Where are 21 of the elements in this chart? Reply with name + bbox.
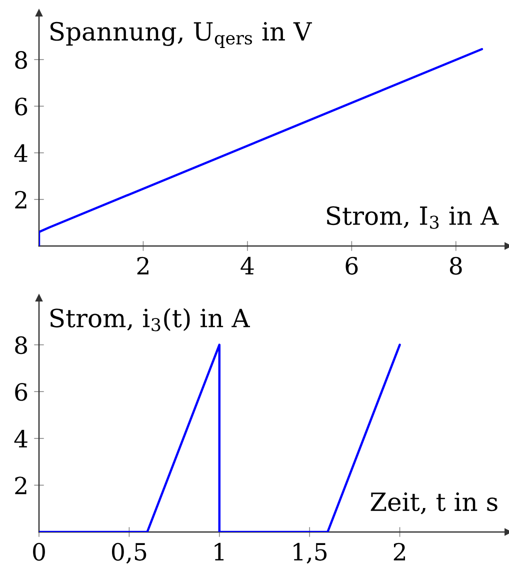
- x-tick-label: 2: [394, 542, 405, 560]
- x-tick-label: 2: [137, 256, 148, 274]
- y-axis-title: Spannung, U$_{qers}$ in V: [50, 22, 312, 48]
- x-tick-label: 6: [346, 256, 358, 275]
- x-tick-label: 1,5: [294, 542, 327, 564]
- x-axis-title: Strom, I$_{3}$ in A: [326, 206, 499, 229]
- x-axis-title: Zeit, t in s: [370, 492, 498, 514]
- y-tick-label: 8: [15, 336, 27, 354]
- x-tick-label: 8: [450, 256, 462, 275]
- x-tick-label: 1: [214, 542, 224, 560]
- y-axis-title: Strom, i$_{3}$(t) in A: [50, 308, 250, 332]
- y-tick-label: 6: [15, 383, 28, 401]
- x-tick-label: 0: [33, 542, 45, 561]
- y-tick-label: 4: [14, 144, 28, 162]
- y-tick-label: 6: [15, 98, 28, 116]
- y-tick-label: 2: [15, 476, 26, 494]
- y-tick-label: 4: [14, 430, 28, 448]
- x-tick-label: 4: [240, 256, 254, 274]
- x-tick-label: 0,5: [112, 542, 146, 564]
- y-tick-label: 8: [15, 51, 27, 69]
- y-tick-label: 2: [15, 190, 26, 208]
